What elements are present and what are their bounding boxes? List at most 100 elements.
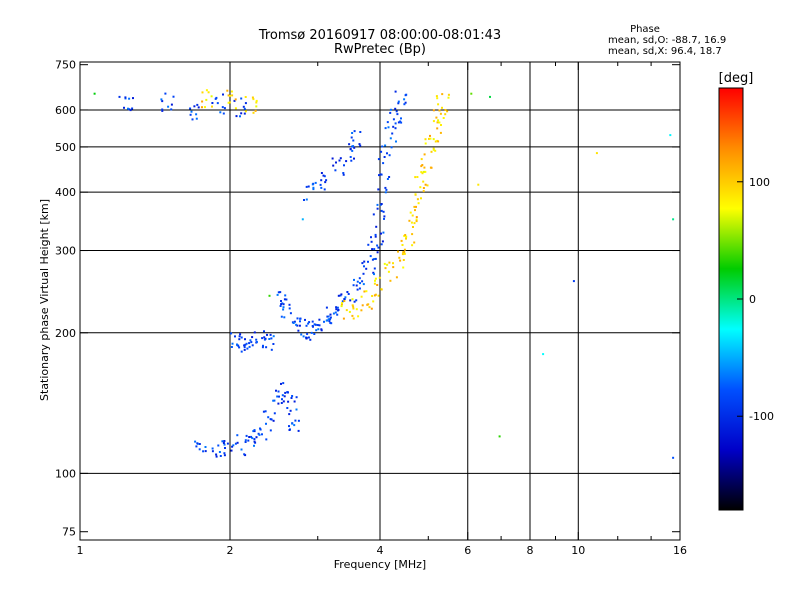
data-point [404, 101, 407, 104]
data-point [383, 156, 386, 158]
data-point [374, 257, 377, 260]
x-tick-label: 4 [377, 544, 384, 557]
data-point [363, 290, 366, 293]
data-point [402, 259, 405, 261]
data-point [371, 295, 374, 297]
data-point [403, 103, 406, 106]
data-point [253, 440, 256, 443]
data-point [397, 102, 400, 105]
data-point [288, 307, 291, 310]
data-point [434, 149, 437, 152]
data-point [161, 109, 164, 112]
data-point [283, 298, 286, 301]
data-point [415, 205, 417, 208]
data-point [211, 447, 214, 450]
data-point [215, 453, 218, 456]
data-point [305, 336, 308, 339]
data-point [269, 418, 272, 421]
data-point [282, 306, 285, 309]
data-point [367, 243, 370, 246]
data-point [268, 338, 271, 340]
data-point [432, 148, 435, 151]
data-point [374, 233, 377, 236]
data-point [253, 331, 256, 334]
data-point [377, 158, 380, 161]
data-point [388, 154, 391, 157]
data-point [207, 91, 210, 94]
data-point [360, 309, 363, 312]
data-point [281, 398, 283, 401]
data-point [353, 300, 356, 303]
data-point [252, 98, 255, 101]
data-point [423, 166, 426, 169]
data-point [243, 453, 246, 456]
data-point [314, 323, 317, 326]
data-point [295, 396, 298, 399]
data-point [415, 218, 418, 221]
data-point [413, 222, 416, 225]
data-point [230, 346, 233, 348]
data-point [240, 97, 243, 100]
data-point [258, 433, 261, 436]
data-point [389, 137, 392, 140]
data-point [297, 429, 300, 432]
data-point [421, 164, 424, 166]
data-point [279, 291, 282, 294]
data-point [320, 179, 323, 182]
data-point [315, 329, 318, 332]
data-point [442, 117, 445, 119]
data-point [361, 304, 364, 307]
data-point [386, 152, 388, 155]
data-point [253, 444, 255, 447]
data-point [392, 262, 394, 265]
data-point [211, 105, 213, 108]
data-point [223, 440, 226, 442]
data-point [282, 303, 285, 306]
data-point [304, 318, 306, 321]
data-point [238, 338, 241, 341]
data-point [242, 105, 245, 108]
data-point [257, 432, 260, 435]
data-point [251, 336, 254, 339]
data-point [340, 293, 343, 296]
data-point [447, 96, 450, 99]
data-point [227, 101, 230, 104]
x-tick-label: 8 [527, 544, 534, 557]
data-point [240, 448, 243, 451]
data-point [313, 323, 316, 326]
data-point [398, 256, 401, 259]
data-point [305, 198, 308, 201]
data-point [250, 435, 253, 438]
data-point [311, 325, 314, 327]
data-point [234, 107, 237, 110]
data-point [423, 153, 426, 156]
data-point [498, 435, 501, 438]
data-point [243, 107, 246, 110]
data-point [419, 186, 422, 189]
data-point [118, 95, 121, 98]
data-point [281, 302, 284, 305]
data-point [296, 324, 299, 327]
data-point [444, 113, 447, 116]
data-point [348, 310, 351, 313]
data-point [332, 164, 335, 167]
data-point [311, 183, 314, 186]
data-point [252, 111, 255, 114]
y-tick-label: 500 [55, 141, 76, 154]
data-point [290, 397, 293, 399]
data-point [356, 288, 359, 291]
data-point [375, 225, 378, 228]
data-point [340, 303, 343, 306]
data-point [437, 103, 440, 106]
data-point [373, 282, 376, 285]
data-point [403, 251, 406, 253]
data-point [299, 317, 302, 320]
data-point [421, 172, 424, 175]
data-point [387, 126, 390, 129]
data-point [411, 214, 414, 217]
data-point [378, 174, 380, 177]
data-point [351, 314, 354, 317]
data-point [318, 318, 321, 321]
data-point [231, 342, 234, 345]
